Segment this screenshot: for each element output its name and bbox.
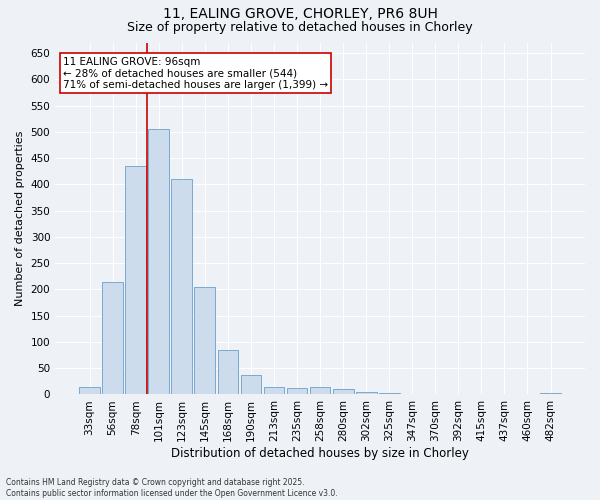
Bar — [218, 350, 238, 395]
Text: Size of property relative to detached houses in Chorley: Size of property relative to detached ho… — [127, 21, 473, 34]
Bar — [540, 393, 561, 394]
Bar — [287, 388, 307, 394]
Bar — [379, 393, 400, 394]
Y-axis label: Number of detached properties: Number of detached properties — [15, 131, 25, 306]
Text: 11, EALING GROVE, CHORLEY, PR6 8UH: 11, EALING GROVE, CHORLEY, PR6 8UH — [163, 8, 437, 22]
Bar — [333, 389, 353, 394]
Text: 11 EALING GROVE: 96sqm
← 28% of detached houses are smaller (544)
71% of semi-de: 11 EALING GROVE: 96sqm ← 28% of detached… — [63, 56, 328, 90]
Bar — [263, 386, 284, 394]
Bar — [310, 386, 331, 394]
Bar — [241, 375, 262, 394]
Bar — [79, 387, 100, 394]
Bar — [125, 166, 146, 394]
Bar — [172, 179, 192, 394]
X-axis label: Distribution of detached houses by size in Chorley: Distribution of detached houses by size … — [171, 447, 469, 460]
Bar — [194, 287, 215, 395]
Bar — [102, 282, 123, 395]
Bar — [356, 392, 377, 394]
Text: Contains HM Land Registry data © Crown copyright and database right 2025.
Contai: Contains HM Land Registry data © Crown c… — [6, 478, 338, 498]
Bar — [148, 129, 169, 394]
